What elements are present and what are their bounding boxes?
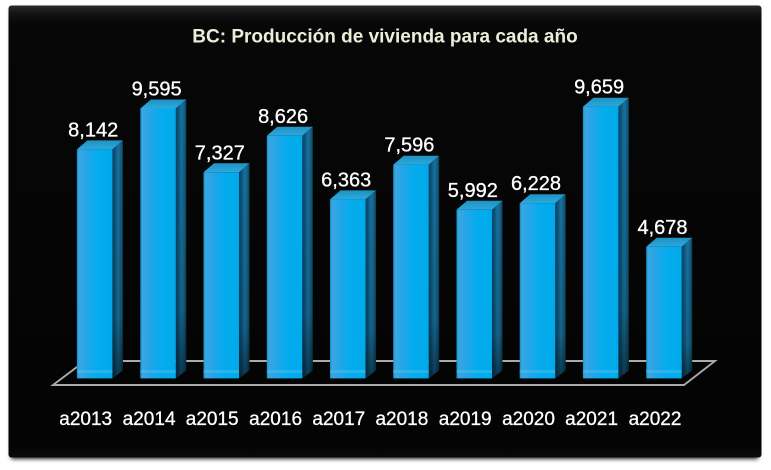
svg-text:a2016: a2016 xyxy=(249,409,302,430)
svg-text:a2021: a2021 xyxy=(565,409,618,430)
svg-text:a2018: a2018 xyxy=(375,409,428,430)
svg-text:a2013: a2013 xyxy=(59,409,112,430)
svg-text:a2015: a2015 xyxy=(186,409,239,430)
svg-text:6,228: 6,228 xyxy=(511,173,561,195)
svg-text:7,596: 7,596 xyxy=(384,135,434,157)
svg-text:8,626: 8,626 xyxy=(258,106,308,128)
svg-text:8,142: 8,142 xyxy=(68,119,118,141)
svg-text:BC: Producción de vivienda par: BC: Producción de vivienda para cada año xyxy=(192,27,577,48)
svg-text:6,363: 6,363 xyxy=(321,169,371,191)
svg-text:4,678: 4,678 xyxy=(637,217,687,239)
svg-text:a2017: a2017 xyxy=(312,409,365,430)
svg-text:7,327: 7,327 xyxy=(195,142,245,164)
svg-text:5,992: 5,992 xyxy=(448,180,498,202)
svg-text:a2014: a2014 xyxy=(123,409,176,430)
svg-text:9,659: 9,659 xyxy=(574,77,624,99)
svg-text:9,595: 9,595 xyxy=(132,79,182,101)
svg-text:a2020: a2020 xyxy=(502,409,555,430)
svg-text:a2019: a2019 xyxy=(439,409,492,430)
svg-text:a2022: a2022 xyxy=(629,409,682,430)
